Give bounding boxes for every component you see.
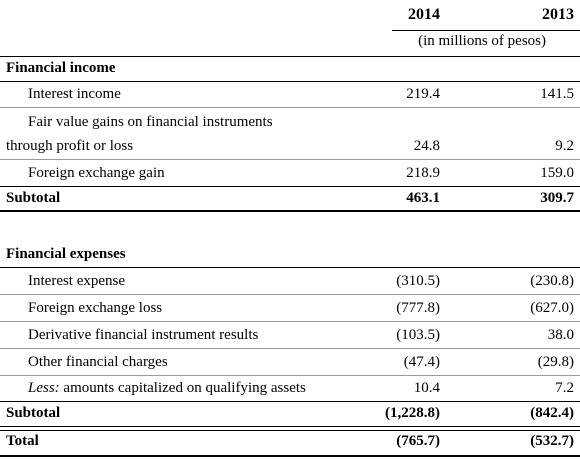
value-2013: 7.2 bbox=[555, 380, 574, 396]
column-header-2013: 2013 bbox=[542, 6, 574, 23]
total-bottom-rule bbox=[0, 455, 580, 457]
row-label: Interest expense bbox=[28, 273, 126, 289]
row-label: Interest income bbox=[28, 86, 121, 102]
value-2014: (103.5) bbox=[396, 327, 440, 343]
row-divider bbox=[0, 107, 580, 108]
row-divider bbox=[0, 267, 580, 268]
row-divider bbox=[0, 321, 580, 322]
subtotal-divider bbox=[0, 401, 580, 402]
total-top-rule bbox=[0, 426, 580, 431]
row-label-line1: Fair value gains on financial instrument… bbox=[28, 114, 273, 130]
row-divider bbox=[0, 375, 580, 376]
subtotal-2014: (1,228.8) bbox=[385, 405, 440, 421]
value-2013: 9.2 bbox=[555, 138, 574, 154]
subtotal-label: Subtotal bbox=[6, 190, 61, 206]
financial-expenses-title: Financial expenses bbox=[6, 246, 126, 262]
row-label-line2: through profit or loss bbox=[6, 138, 134, 154]
total-label: Total bbox=[6, 433, 39, 449]
value-2014: 218.9 bbox=[406, 165, 440, 181]
subtotal-bottom-rule bbox=[0, 210, 580, 212]
subtotal-2013: (842.4) bbox=[530, 405, 574, 421]
value-2014: 10.4 bbox=[413, 380, 440, 396]
value-2014: (47.4) bbox=[403, 354, 440, 370]
value-2014: (777.8) bbox=[396, 300, 440, 316]
row-divider bbox=[0, 159, 580, 160]
value-2013: 159.0 bbox=[540, 165, 574, 181]
units-divider bbox=[0, 56, 580, 57]
row-label-text: amounts capitalized on qualifying assets bbox=[63, 380, 306, 396]
row-divider bbox=[0, 81, 580, 82]
financial-income-title: Financial income bbox=[6, 60, 116, 76]
value-2013: 38.0 bbox=[547, 327, 574, 343]
header-divider bbox=[392, 30, 580, 31]
less-prefix: Less: bbox=[28, 380, 60, 396]
row-divider bbox=[0, 294, 580, 295]
row-divider bbox=[0, 348, 580, 349]
total-2013: (532.7) bbox=[530, 433, 574, 449]
value-2013: 141.5 bbox=[540, 86, 574, 102]
value-2013: (230.8) bbox=[530, 273, 574, 289]
row-label: Foreign exchange gain bbox=[28, 165, 165, 181]
value-2014: 219.4 bbox=[406, 86, 440, 102]
row-label: Derivative financial instrument results bbox=[28, 327, 259, 343]
subtotal-label: Subtotal bbox=[6, 405, 61, 421]
column-header-2014: 2014 bbox=[408, 6, 440, 23]
subtotal-divider bbox=[0, 186, 580, 187]
row-label: Less: amounts capitalized on qualifying … bbox=[28, 380, 306, 397]
row-label: Foreign exchange loss bbox=[28, 300, 163, 316]
value-2014: 24.8 bbox=[413, 138, 440, 154]
row-label: Other financial charges bbox=[28, 354, 168, 370]
subtotal-2013: 309.7 bbox=[540, 190, 574, 206]
value-2014: (310.5) bbox=[396, 273, 440, 289]
value-2013: (627.0) bbox=[530, 300, 574, 316]
subtotal-2014: 463.1 bbox=[406, 190, 440, 206]
value-2013: (29.8) bbox=[537, 354, 574, 370]
total-2014: (765.7) bbox=[396, 433, 440, 449]
units-label: (in millions of pesos) bbox=[418, 33, 546, 49]
